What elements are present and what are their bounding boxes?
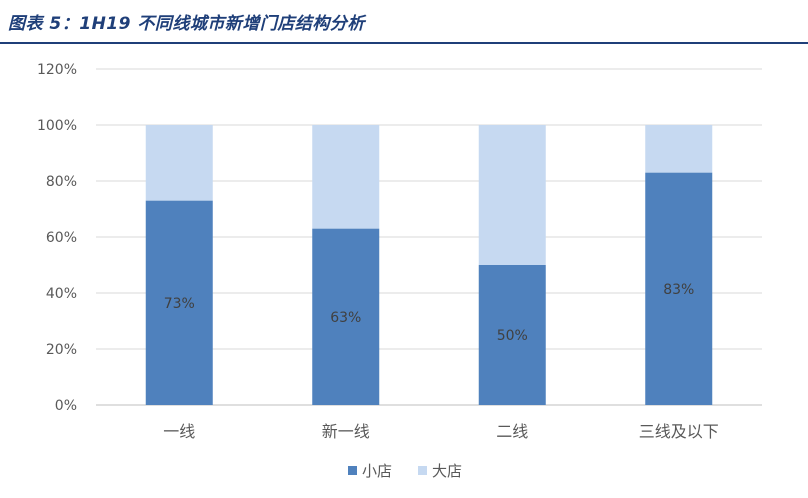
data-label: 73%	[164, 296, 195, 312]
data-label: 63%	[330, 310, 361, 326]
legend-label-small-store: 小店	[362, 462, 392, 480]
legend-swatch-large-store	[418, 466, 427, 475]
y-tick-label: 120%	[37, 62, 77, 78]
bar-small-store	[145, 200, 213, 405]
y-tick-label: 0%	[55, 398, 77, 414]
y-tick-label: 20%	[46, 342, 77, 358]
bar-large-store	[478, 125, 546, 265]
y-tick-label: 100%	[37, 118, 77, 134]
bar-large-store	[312, 125, 380, 229]
y-tick-label: 80%	[46, 174, 77, 190]
data-label: 83%	[663, 282, 694, 298]
legend-label-large-store: 大店	[432, 462, 462, 480]
y-tick-label: 60%	[46, 230, 77, 246]
x-tick-label: 新一线	[322, 422, 370, 441]
x-tick-label: 一线	[163, 422, 195, 441]
figure-title: 图表 5：1H19 不同线城市新增门店结构分析	[8, 14, 365, 34]
bar-small-store	[478, 265, 546, 405]
y-tick-label: 40%	[46, 286, 77, 302]
x-tick-label: 三线及以下	[639, 422, 719, 441]
title-bar: 图表 5：1H19 不同线城市新增门店结构分析	[0, 0, 808, 44]
x-tick-label: 二线	[496, 422, 528, 441]
legend-swatch-small-store	[348, 466, 357, 475]
bar-large-store	[645, 125, 713, 173]
data-label: 50%	[497, 328, 528, 344]
bar-small-store	[312, 228, 380, 405]
bar-large-store	[145, 125, 213, 201]
bar-small-store	[645, 172, 713, 405]
